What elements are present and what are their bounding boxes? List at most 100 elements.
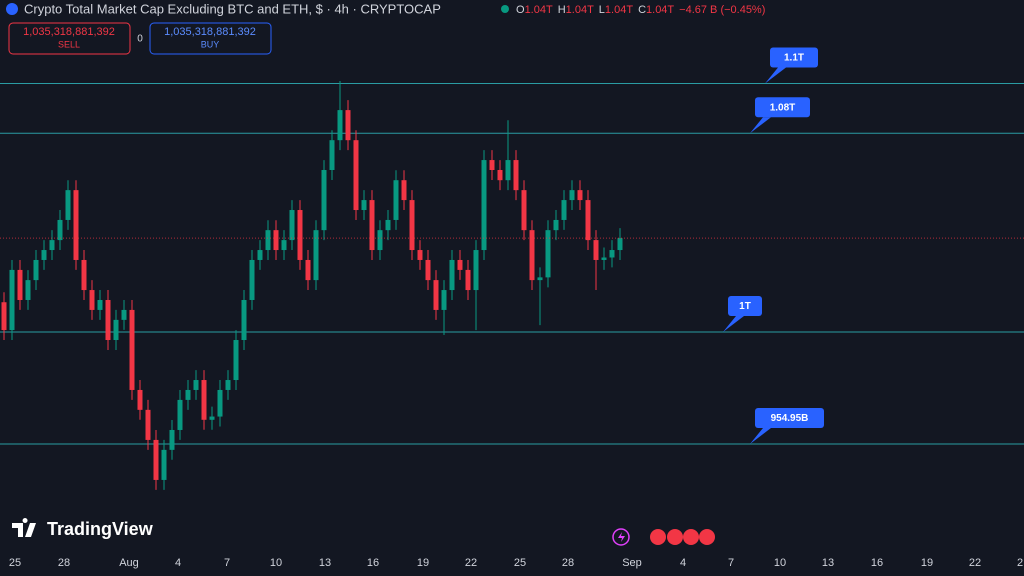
- candle-body: [329, 140, 335, 171]
- x-tick-label: 16: [367, 557, 379, 569]
- toolbar-icons: [612, 528, 715, 546]
- candle-body: [169, 429, 175, 450]
- buy-price: 1,035,318,881,392: [164, 26, 256, 38]
- candle-body: [49, 240, 55, 251]
- ohlc-value: 1.04T: [605, 4, 633, 16]
- candle-body: [161, 449, 167, 480]
- candle-body: [545, 230, 551, 278]
- candle-body: [521, 190, 527, 231]
- candle-body: [121, 309, 127, 320]
- candle-body: [289, 210, 295, 241]
- candle-body: [281, 240, 287, 251]
- sell-button[interactable]: [8, 22, 131, 55]
- ohlc-key: H: [558, 4, 566, 16]
- ohlc-key: L: [599, 4, 605, 16]
- candle-body: [385, 219, 391, 231]
- label-pointer: [750, 117, 771, 134]
- candle-body: [449, 259, 455, 291]
- buy-button[interactable]: [149, 22, 272, 55]
- candle-body: [89, 290, 95, 310]
- candle-body: [577, 190, 583, 201]
- candle-body: [217, 389, 223, 417]
- candle-body: [33, 259, 39, 281]
- candle-body: [249, 259, 255, 300]
- line-label-box: [728, 296, 762, 317]
- line-label: 1T: [739, 301, 751, 312]
- x-tick-label: 19: [921, 557, 933, 569]
- candle-body: [489, 160, 495, 171]
- candle-body: [609, 250, 615, 258]
- candle-body: [313, 230, 319, 281]
- plot-area: 1.1T 1.08T 1T 954.95B: [0, 47, 1024, 490]
- line-label: 1.08T: [770, 102, 796, 113]
- trade-buttons[interactable]: 1,035,318,881,392 SELL 0 1,035,318,881,3…: [8, 22, 272, 55]
- candle-body: [97, 299, 103, 310]
- candle-body: [393, 180, 399, 220]
- candle-body: [297, 210, 303, 260]
- market-status: [501, 5, 509, 13]
- candle-body: [337, 110, 343, 141]
- candle-body: [601, 257, 607, 260]
- line-label-box: [755, 97, 810, 118]
- candle-body: [321, 170, 327, 231]
- candle-body: [569, 190, 575, 201]
- ohlc-values: O1.04T H1.04T L1.04T C1.04T −4.67 B (−0.45%): [516, 4, 765, 16]
- logo-text: TradingView: [47, 519, 154, 539]
- candle-body: [617, 238, 623, 251]
- x-axis: 25 28 Aug 4 7 10 13 16 19 22 25 28 Sep 4 7 10 13 16 19 22 2: [9, 557, 1023, 569]
- ohlc-value: 1.04T: [566, 4, 594, 16]
- candle-body: [361, 200, 367, 211]
- candle-body: [353, 140, 359, 211]
- candle-body: [497, 170, 503, 181]
- x-tick-label: 4: [175, 557, 181, 569]
- candle-body: [457, 259, 463, 270]
- symbol-title: Crypto Total Market Cap Excluding BTC an…: [24, 1, 441, 16]
- ohlc-text: O1.04T H1.04T L1.04T C1.04T −4.67 B (−0.45%): [516, 4, 765, 16]
- header: Crypto Total Market Cap Excluding BTC an…: [6, 1, 765, 16]
- x-tick-label: Sep: [622, 557, 642, 569]
- x-tick-label: 16: [871, 557, 883, 569]
- sell-label: SELL: [58, 39, 80, 49]
- candle-body: [17, 269, 23, 300]
- candle-body: [25, 280, 31, 300]
- econ-flag[interactable]: [683, 529, 699, 545]
- candle-body: [593, 240, 599, 260]
- line-label: 954.95B: [771, 413, 809, 424]
- candle-body: [65, 190, 71, 220]
- candle-body: [233, 340, 239, 381]
- x-tick-label: 13: [319, 557, 331, 569]
- x-tick-label: Aug: [119, 557, 139, 569]
- logo-mark: [12, 518, 36, 537]
- candle-body: [257, 250, 263, 260]
- candle-body: [537, 277, 543, 281]
- x-tick-label: 7: [224, 557, 230, 569]
- candle-body: [561, 200, 567, 220]
- candle-body: [401, 180, 407, 201]
- candle-body: [241, 299, 247, 341]
- ohlc-value: 1.04T: [646, 4, 674, 16]
- econ-flag[interactable]: [667, 529, 683, 545]
- econ-flag[interactable]: [699, 529, 715, 545]
- candle-body: [129, 309, 135, 390]
- candle-body: [513, 160, 519, 191]
- event-icon-bolt: [618, 532, 625, 542]
- ohlc-change: −4.67 B (−0.45%): [679, 4, 765, 16]
- candle-body: [265, 230, 271, 251]
- candle-body: [209, 416, 215, 420]
- candle-body: [1, 302, 7, 331]
- spread: 0: [137, 34, 143, 45]
- label-pointer: [765, 67, 786, 84]
- x-tick-label: 10: [774, 557, 786, 569]
- x-tick-label: 2: [1017, 557, 1023, 569]
- label-pointer: [750, 428, 771, 445]
- econ-flag[interactable]: [650, 529, 666, 545]
- candle-body: [137, 389, 143, 410]
- candle-body: [225, 380, 231, 390]
- candle-body: [473, 250, 479, 291]
- candle-body: [41, 250, 47, 260]
- candle-body: [585, 200, 591, 241]
- event-icon[interactable]: [612, 528, 630, 546]
- x-tick-label: 22: [969, 557, 981, 569]
- label-pointer: [723, 316, 744, 333]
